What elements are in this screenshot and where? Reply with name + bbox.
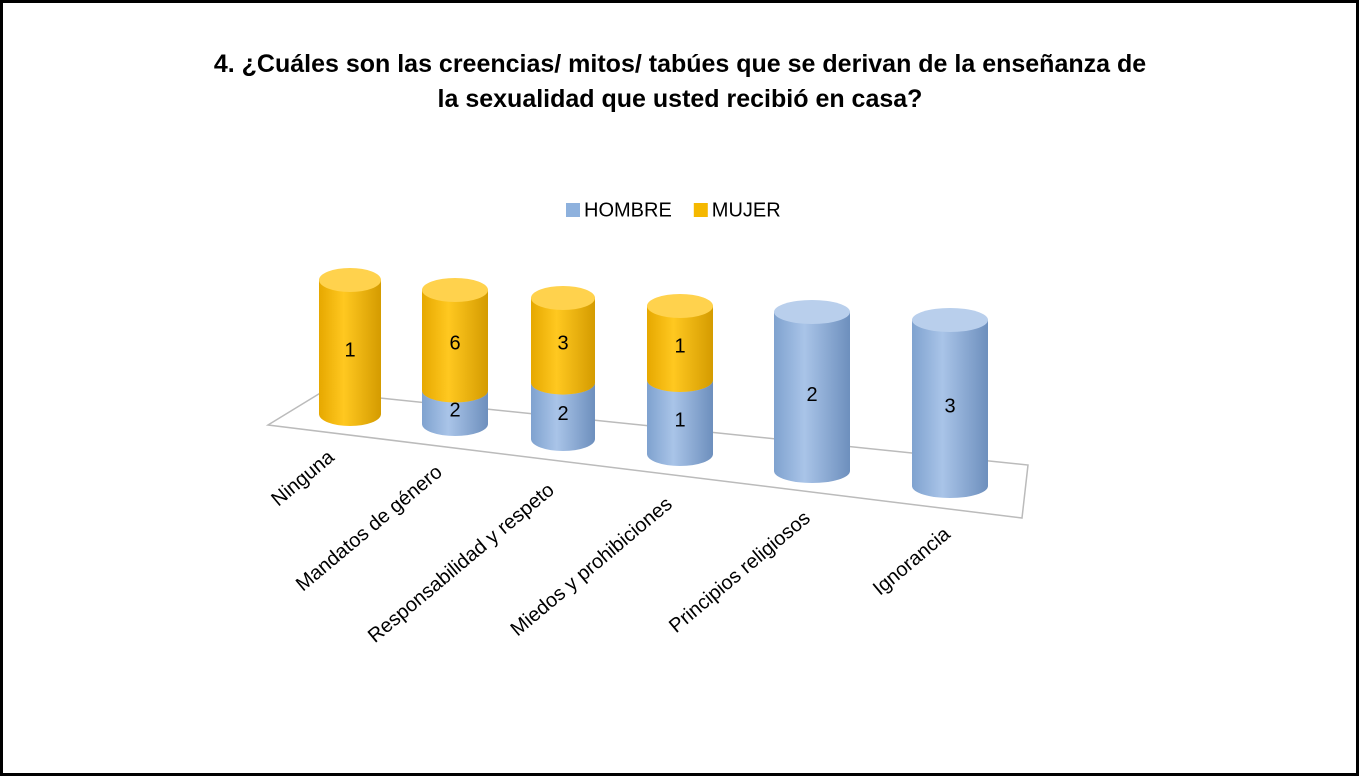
cylinder-segment: [422, 278, 488, 403]
data-label: 2: [806, 384, 817, 406]
segment-top: [531, 286, 595, 310]
legend: HOMBRE MUJER: [566, 199, 781, 221]
cylinder-segment: [319, 268, 381, 426]
legend-label: MUJER: [712, 199, 781, 221]
segment-body: [774, 312, 850, 483]
data-label: 2: [557, 403, 568, 425]
segment-body: [319, 280, 381, 426]
data-label: 6: [449, 333, 460, 355]
segment-top: [319, 268, 381, 292]
legend-swatch: [693, 203, 708, 217]
data-label: 1: [344, 339, 355, 361]
data-label: 1: [674, 335, 685, 357]
segment-body: [647, 306, 713, 392]
legend-swatch: [566, 203, 580, 217]
segment-top: [647, 294, 713, 318]
segment-body: [531, 298, 595, 395]
data-label: 1: [674, 409, 685, 431]
cylinder-segment: [774, 300, 850, 483]
segment-body: [912, 320, 988, 498]
segment-body: [531, 382, 595, 451]
chart-title: 4. ¿Cuáles son las creencias/ mitos/ tab…: [214, 50, 1146, 113]
data-label: 2: [449, 400, 460, 422]
segment-body: [422, 290, 488, 403]
cylinder-segment: [912, 308, 988, 498]
segment-top: [912, 308, 988, 332]
segment-body: [647, 380, 713, 466]
cylinder-segment: [531, 286, 595, 395]
segment-top: [422, 278, 488, 302]
data-label: 3: [557, 333, 568, 355]
legend-label: HOMBRE: [584, 199, 672, 221]
segment-top: [774, 300, 850, 324]
segment-body: [422, 390, 488, 436]
cylinder-segment: [647, 294, 713, 392]
data-label: 3: [944, 395, 955, 417]
